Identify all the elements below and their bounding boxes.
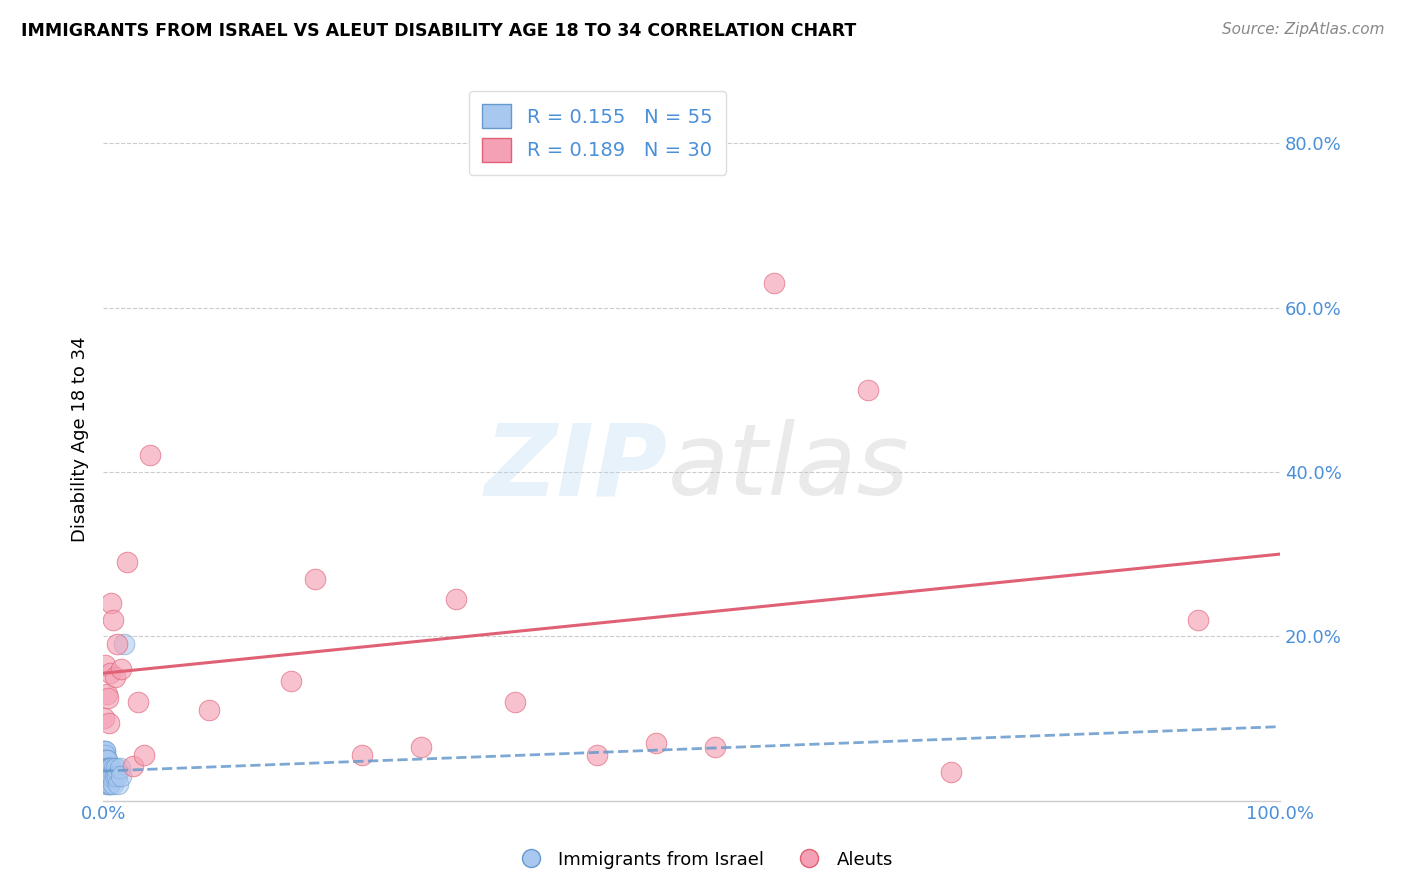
Point: [97, 777, 120, 791]
Point: [96, 687, 118, 701]
Legend: Immigrants from Israel, Aleuts: Immigrants from Israel, Aleuts: [506, 844, 900, 876]
Point: [100, 761, 122, 775]
Point: [139, 449, 162, 463]
Point: [94, 658, 117, 673]
Point: [112, 638, 135, 652]
Point: [98, 777, 121, 791]
Point: [304, 572, 326, 586]
Point: [94, 769, 117, 783]
Point: [115, 555, 138, 569]
Point: [98, 769, 121, 783]
Point: [97, 769, 120, 783]
Point: [93, 711, 115, 725]
Legend: R = 0.155   N = 55, R = 0.189   N = 30: R = 0.155 N = 55, R = 0.189 N = 30: [468, 91, 727, 175]
Point: [96, 769, 118, 783]
Point: [93, 752, 115, 766]
Point: [93, 769, 115, 783]
Point: [98, 761, 121, 775]
Point: [93, 761, 115, 775]
Point: [96, 761, 118, 775]
Point: [121, 759, 143, 773]
Point: [134, 748, 156, 763]
Point: [94, 769, 117, 783]
Point: [96, 761, 118, 775]
Point: [96, 769, 118, 783]
Point: [105, 638, 128, 652]
Point: [939, 764, 962, 779]
Point: [101, 769, 124, 783]
Point: [704, 740, 727, 755]
Point: [105, 769, 128, 783]
Point: [94, 769, 117, 783]
Point: [94, 761, 117, 775]
Point: [105, 761, 128, 775]
Text: atlas: atlas: [668, 419, 910, 516]
Point: [1187, 613, 1209, 627]
Text: Source: ZipAtlas.com: Source: ZipAtlas.com: [1222, 22, 1385, 37]
Point: [96, 752, 118, 766]
Point: [127, 695, 149, 709]
Point: [101, 777, 124, 791]
Point: [101, 613, 124, 627]
Text: IMMIGRANTS FROM ISRAEL VS ALEUT DISABILITY AGE 18 TO 34 CORRELATION CHART: IMMIGRANTS FROM ISRAEL VS ALEUT DISABILI…: [21, 22, 856, 40]
Point: [93, 761, 115, 775]
Point: [856, 383, 879, 397]
Point: [96, 752, 118, 766]
Point: [98, 769, 121, 783]
Point: [198, 703, 221, 717]
Point: [100, 769, 122, 783]
Point: [107, 777, 129, 791]
Point: [93, 752, 115, 766]
Point: [93, 769, 115, 783]
Point: [110, 662, 132, 676]
Point: [93, 769, 115, 783]
Point: [96, 777, 118, 791]
Point: [645, 736, 668, 750]
Point: [97, 690, 120, 705]
Point: [94, 761, 117, 775]
Point: [503, 695, 526, 709]
Point: [93, 752, 115, 766]
Point: [98, 761, 121, 775]
Point: [94, 761, 117, 775]
Point: [352, 748, 374, 763]
Point: [98, 715, 121, 730]
Point: [409, 740, 432, 755]
Point: [94, 748, 117, 763]
Point: [586, 748, 609, 763]
Point: [100, 596, 122, 610]
Point: [94, 761, 117, 775]
Point: [104, 769, 127, 783]
Point: [108, 761, 131, 775]
Point: [94, 744, 117, 758]
Point: [97, 761, 120, 775]
Point: [98, 777, 121, 791]
Point: [762, 276, 785, 290]
Point: [98, 666, 121, 681]
Point: [93, 761, 115, 775]
Point: [97, 761, 120, 775]
Y-axis label: Disability Age 18 to 34: Disability Age 18 to 34: [72, 336, 89, 541]
Point: [93, 744, 115, 758]
Point: [103, 761, 125, 775]
Point: [94, 769, 117, 783]
Text: ZIP: ZIP: [485, 419, 668, 516]
Point: [110, 769, 132, 783]
Point: [104, 670, 127, 684]
Point: [93, 744, 115, 758]
Point: [93, 761, 115, 775]
Point: [94, 752, 117, 766]
Point: [280, 674, 302, 689]
Point: [94, 752, 117, 766]
Point: [97, 761, 120, 775]
Point: [444, 592, 467, 607]
Point: [97, 769, 120, 783]
